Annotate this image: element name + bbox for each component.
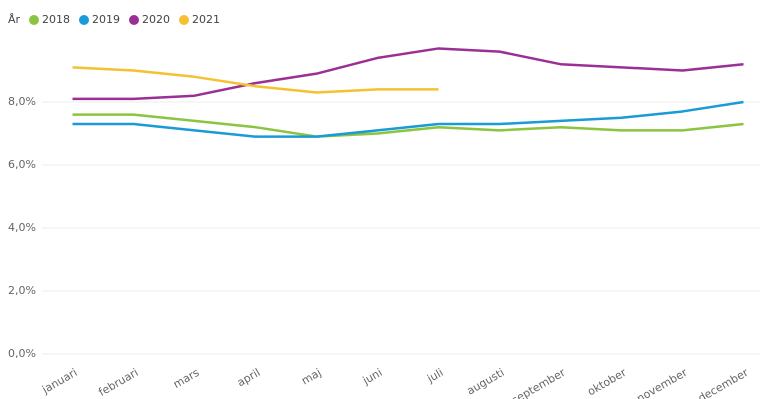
legend-marker xyxy=(129,15,139,25)
legend-marker xyxy=(79,15,89,25)
x-tick-label: oktober xyxy=(585,366,629,399)
y-tick-label: 8,0% xyxy=(8,95,36,108)
series-line xyxy=(72,113,744,138)
x-tick-label: april xyxy=(235,366,263,389)
legend-label: 2020 xyxy=(142,13,170,26)
x-tick-label: december xyxy=(696,366,751,399)
x-tick-label: februari xyxy=(96,366,140,399)
y-tick-label: 2,0% xyxy=(8,284,36,297)
x-tick-label: november xyxy=(635,366,690,399)
legend-label: 2021 xyxy=(192,13,220,26)
legend-marker xyxy=(179,15,189,25)
series-line xyxy=(72,100,744,138)
x-tick-label: september xyxy=(509,366,567,399)
x-tick-label: mars xyxy=(171,366,202,391)
legend-marker xyxy=(29,15,39,25)
legend-label: 2018 xyxy=(42,13,70,26)
x-tick-label: augusti xyxy=(465,366,507,398)
x-tick-label: januari xyxy=(39,366,79,397)
y-tick-label: 4,0% xyxy=(8,221,36,234)
y-tick-label: 0,0% xyxy=(8,347,36,360)
x-tick-label: juni xyxy=(360,366,385,388)
series-line xyxy=(72,66,439,94)
legend-label: 2019 xyxy=(92,13,120,26)
series-line xyxy=(72,47,744,101)
legend-title: År xyxy=(8,13,21,26)
x-tick-label: juli xyxy=(424,366,445,386)
x-tick-label: maj xyxy=(299,366,323,388)
y-tick-label: 6,0% xyxy=(8,158,36,171)
